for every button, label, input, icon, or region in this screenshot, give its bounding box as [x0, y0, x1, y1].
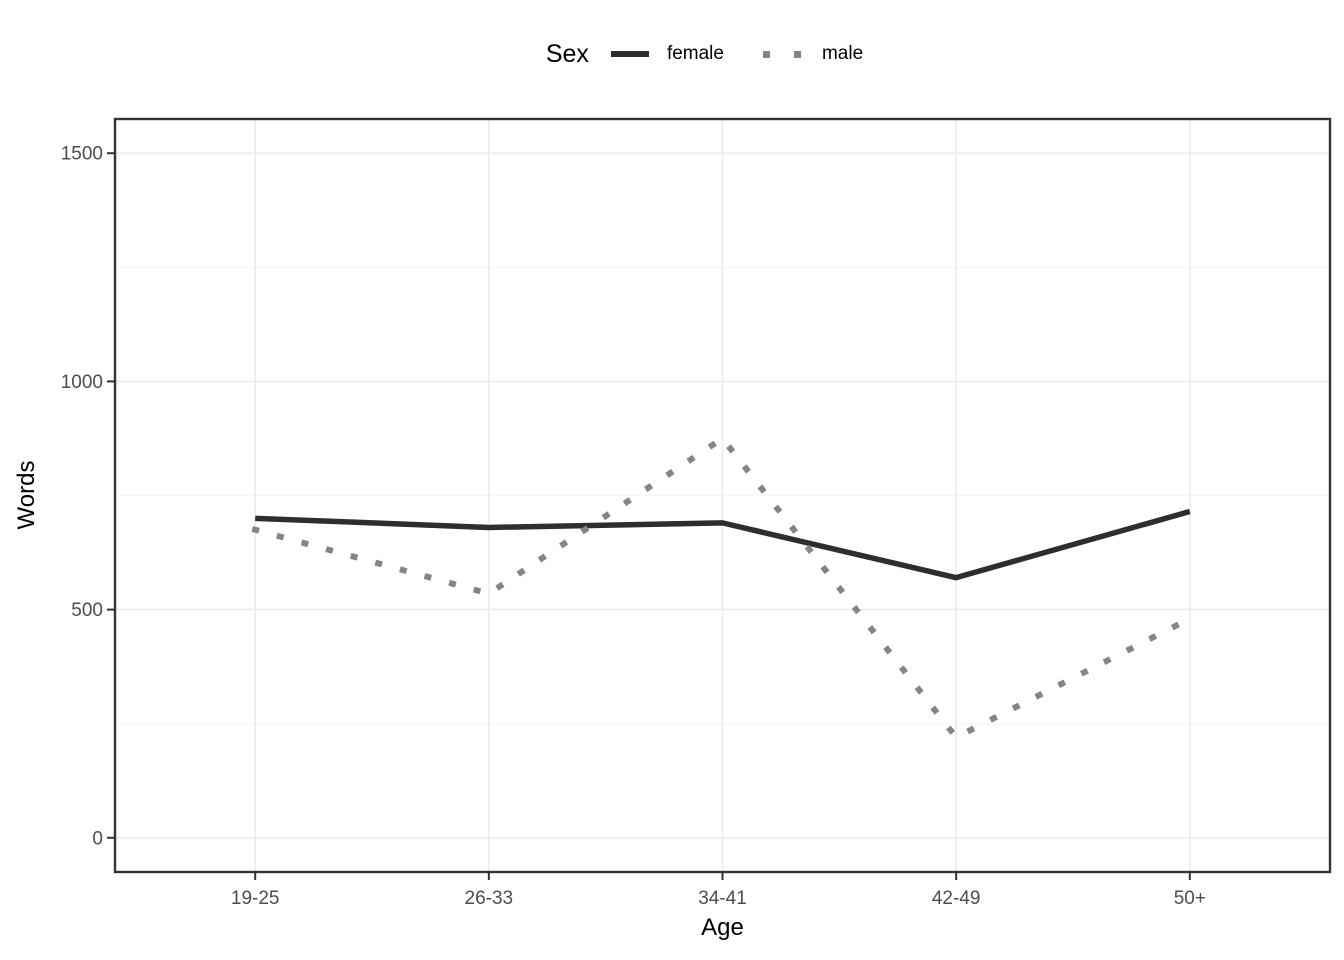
male-dotted-line-key-icon — [760, 50, 804, 58]
x-axis-title: Age — [701, 914, 744, 941]
x-tick-label: 19-25 — [231, 888, 280, 909]
x-tick-label: 42-49 — [932, 888, 981, 909]
dot-icon — [762, 50, 770, 58]
legend-title: Sex — [545, 39, 589, 68]
legend-item-female: female — [610, 43, 742, 65]
y-tick-label: 1500 — [61, 144, 103, 165]
dot-icon — [793, 50, 801, 58]
panel-border — [113, 117, 1332, 874]
y-tick-label: 1000 — [61, 372, 103, 393]
female-solid-line-key-icon — [610, 51, 649, 57]
y-axis-title: Words — [13, 460, 40, 530]
x-tick-label: 34-41 — [698, 888, 747, 909]
legend-label-female: female — [666, 43, 724, 64]
y-tick-label: 500 — [71, 600, 103, 621]
legend-item-male: male — [760, 43, 881, 65]
legend-label-male: male — [821, 43, 864, 64]
series-line-female — [255, 508, 1191, 581]
legend: Sex female male — [115, 36, 1330, 72]
x-tick-label: 50+ — [1174, 888, 1206, 909]
x-tick-label: 26-33 — [465, 888, 514, 909]
y-tick-label: 0 — [92, 828, 103, 849]
